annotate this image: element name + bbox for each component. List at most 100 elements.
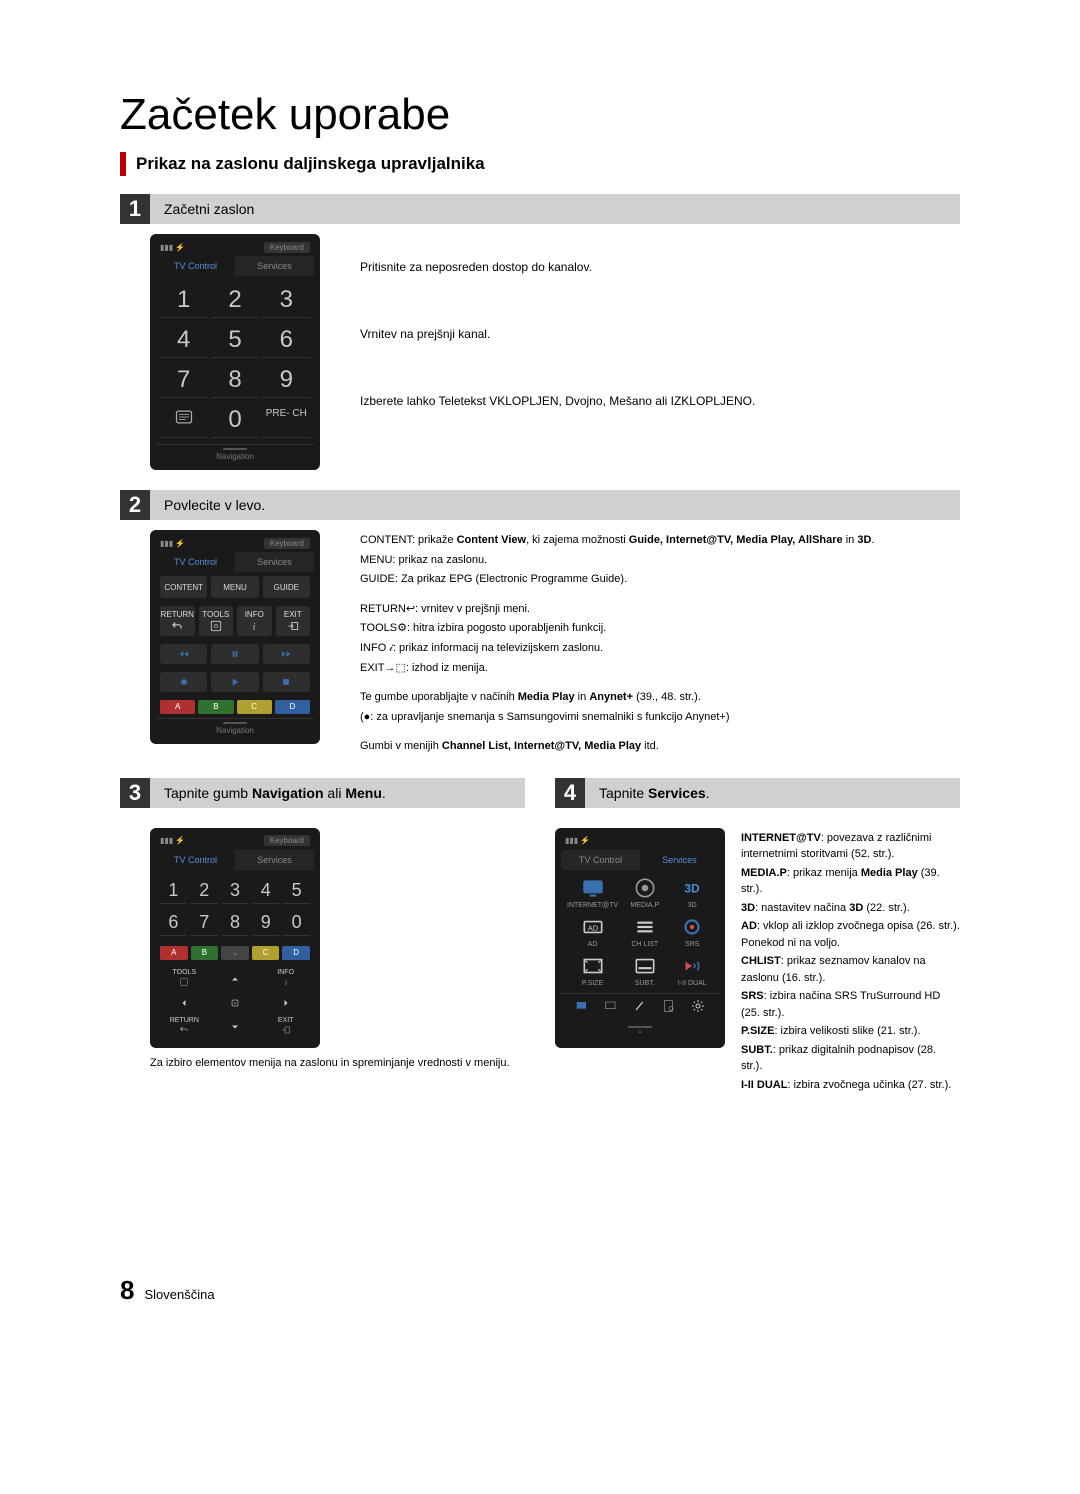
nav-handle[interactable]: Navigation xyxy=(156,444,314,464)
step3-label: Tapnite gumb Navigation ali Menu. xyxy=(164,785,386,801)
tab-tv-control[interactable]: TV Control xyxy=(156,552,235,572)
key-1[interactable]: 1 xyxy=(160,282,207,318)
bottom-icon[interactable] xyxy=(632,998,648,1019)
teletext-icon[interactable] xyxy=(160,402,207,438)
bottom-icon[interactable] xyxy=(603,998,619,1019)
svc-internet-tv[interactable]: INTERNET@TV xyxy=(567,876,618,909)
color-a[interactable]: A xyxy=(160,946,188,960)
key-3[interactable]: 3 xyxy=(222,876,249,904)
key-4[interactable]: 4 xyxy=(160,322,207,358)
svc-chlist[interactable]: CH LIST xyxy=(624,915,665,948)
svc-3d[interactable]: 3D3D xyxy=(672,876,713,909)
dpad-enter[interactable] xyxy=(211,992,260,1014)
gear-icon[interactable] xyxy=(690,998,706,1019)
menu-button[interactable]: MENU xyxy=(211,576,258,598)
tools-button[interactable]: TOOLS xyxy=(199,606,234,636)
dpad-down[interactable] xyxy=(211,1016,260,1038)
key-0[interactable]: 0 xyxy=(283,908,310,936)
subtitle-accent-bar xyxy=(120,152,126,176)
key-2[interactable]: 2 xyxy=(211,282,258,318)
tab-tv-control[interactable]: TV Control xyxy=(156,850,235,870)
tab-tv-control[interactable]: TV Control xyxy=(156,256,235,276)
key-0[interactable]: 0 xyxy=(211,402,258,438)
dpad-info[interactable]: INFOi xyxy=(261,968,310,990)
dpad-exit[interactable]: EXIT xyxy=(261,1016,310,1038)
color-d[interactable]: D xyxy=(282,946,310,960)
stop-button[interactable] xyxy=(263,672,310,692)
key-pre-ch[interactable]: PRE- CH xyxy=(263,402,310,438)
return-button[interactable]: RETURN xyxy=(160,606,195,636)
tab-services[interactable]: Services xyxy=(235,850,314,870)
color-c[interactable]: C xyxy=(252,946,280,960)
key-9[interactable]: 9 xyxy=(263,362,310,398)
step3-note: Za izbiro elementov menija na zaslonu in… xyxy=(120,1056,525,1071)
key-3[interactable]: 3 xyxy=(263,282,310,318)
svc-media-p[interactable]: MEDIA.P xyxy=(624,876,665,909)
key-1[interactable]: 1 xyxy=(160,876,187,904)
step4-desc: INTERNET@TV: povezava z različnimi inter… xyxy=(741,828,960,1096)
color-c[interactable]: C xyxy=(237,700,272,714)
step4-num: 4 xyxy=(555,778,585,808)
tab-services[interactable]: Services xyxy=(235,552,314,572)
desc-line: Pritisnite za neposreden dostop do kanal… xyxy=(360,258,960,276)
key-8[interactable]: 8 xyxy=(222,908,249,936)
dpad: TOOLS INFOi RETURN EXIT xyxy=(156,964,314,1042)
key-9[interactable]: 9 xyxy=(252,908,279,936)
keyboard-button[interactable]: Keyboard xyxy=(264,538,310,549)
play-button[interactable] xyxy=(211,672,258,692)
color-b[interactable]: B xyxy=(191,946,219,960)
key-7[interactable]: 7 xyxy=(160,362,207,398)
svc-psize[interactable]: P.SIZE xyxy=(567,954,618,987)
exit-button[interactable]: EXIT xyxy=(276,606,311,636)
guide-button[interactable]: GUIDE xyxy=(263,576,310,598)
transport-row2 xyxy=(156,668,314,696)
key-4[interactable]: 4 xyxy=(252,876,279,904)
key-5[interactable]: 5 xyxy=(211,322,258,358)
remote-status-bar: ▮▮▮ ⚡ Keyboard xyxy=(156,834,314,848)
svc-ad[interactable]: ADAD xyxy=(567,915,618,948)
key-8[interactable]: 8 xyxy=(211,362,258,398)
key-6[interactable]: 6 xyxy=(160,908,187,936)
key-2[interactable]: 2 xyxy=(191,876,218,904)
tab-tv-control[interactable]: TV Control xyxy=(561,850,640,870)
bottom-icon[interactable] xyxy=(574,998,590,1019)
dpad-right[interactable] xyxy=(261,992,310,1014)
remote-tabs: TV Control Services xyxy=(156,552,314,572)
svc-srs[interactable]: SRS xyxy=(672,915,713,948)
key-7[interactable]: 7 xyxy=(191,908,218,936)
tab-services[interactable]: Services xyxy=(235,256,314,276)
info-button[interactable]: INFOi xyxy=(237,606,272,636)
keyboard-button[interactable]: Keyboard xyxy=(264,835,310,846)
color-a[interactable]: A xyxy=(160,700,195,714)
step4-bar: 4 Tapnite Services. xyxy=(555,778,960,808)
steps-3-4-bodies: ▮▮▮ ⚡ Keyboard TV Control Services 1 2 3… xyxy=(120,828,960,1096)
dpad-left[interactable] xyxy=(160,992,209,1014)
dpad-tools[interactable]: TOOLS xyxy=(160,968,209,990)
tab-services[interactable]: Services xyxy=(640,850,719,870)
key-5[interactable]: 5 xyxy=(283,876,310,904)
color-mid[interactable]: ⌄ xyxy=(221,946,249,960)
nav-handle[interactable]: Navigation xyxy=(156,718,314,738)
color-buttons: A B C D xyxy=(156,696,314,718)
key-6[interactable]: 6 xyxy=(263,322,310,358)
dpad-up[interactable] xyxy=(211,968,260,990)
numpad-5: 1 2 3 4 5 6 7 8 9 0 xyxy=(156,870,314,942)
content-button[interactable]: CONTENT xyxy=(160,576,207,598)
record-button[interactable] xyxy=(160,672,207,692)
step1-bar: 1 Začetni zaslon xyxy=(120,194,960,224)
footer-lang: Slovenščina xyxy=(144,1287,214,1302)
forward-button[interactable] xyxy=(263,644,310,664)
nav-handle-up[interactable]: ⌃ xyxy=(561,1023,719,1042)
step3-bar: 3 Tapnite gumb Navigation ali Menu. xyxy=(120,778,525,808)
bottom-icon[interactable] xyxy=(661,998,677,1019)
svc-subt[interactable]: SUBT. xyxy=(624,954,665,987)
svc-dual[interactable]: I-II DUAL xyxy=(672,954,713,987)
svg-text:i: i xyxy=(285,979,287,987)
color-d[interactable]: D xyxy=(275,700,310,714)
subtitle-row: Prikaz na zaslonu daljinskega upravljaln… xyxy=(120,152,960,176)
color-b[interactable]: B xyxy=(198,700,233,714)
rewind-button[interactable] xyxy=(160,644,207,664)
pause-button[interactable] xyxy=(211,644,258,664)
keyboard-button[interactable]: Keyboard xyxy=(264,242,310,253)
dpad-return[interactable]: RETURN xyxy=(160,1016,209,1038)
